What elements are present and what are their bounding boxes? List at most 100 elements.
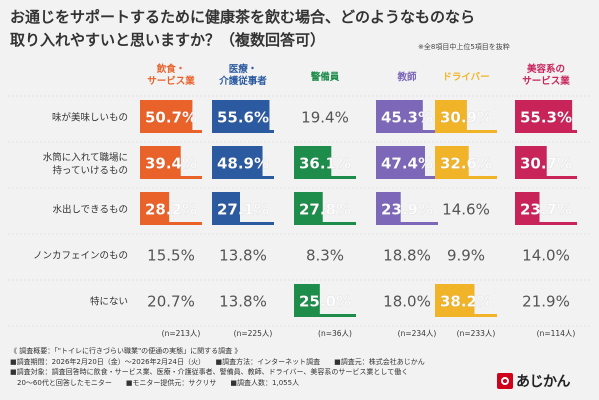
bar [212,146,263,179]
data-label: 55.3% [520,109,572,127]
company-logo: あじかん [497,370,571,392]
bar-baseline [376,176,438,179]
bar [294,192,323,225]
data-label: 14.0% [522,247,570,265]
data-label: 47.4% [381,155,433,173]
group-header-label: 介護従事者 [218,75,267,87]
bar [212,100,270,133]
bar [294,284,320,317]
group-header-label: 警備員 [311,71,340,83]
bar [140,192,170,225]
group-header-label: サービス業 [522,75,570,87]
bar [515,100,573,133]
data-label: 8.3% [306,247,344,265]
data-label: 23.9% [381,201,433,219]
bar-baseline [212,130,274,133]
group-header-label: 教師 [396,71,417,83]
bar [515,192,540,225]
data-label: 50.7% [145,109,197,127]
bar-baseline [140,222,202,225]
data-label: 15.5% [147,247,195,265]
bar-baseline [140,130,202,133]
survey-footer: 《 調査概要：「"トイレに行きづらい職業"の便通の実態」に関する調査 》 ■調査… [10,346,480,388]
data-label: 19.4% [301,109,349,127]
bar [376,100,423,133]
data-label: 30.9% [440,109,492,127]
group-header-label: ドライバー [442,71,489,83]
bar-baseline [212,176,274,179]
row-label: 味が美味しいもの [52,112,128,124]
footer-line-3: ■調査対象：調査回答時に飲食・サービス業、医療・介護従事者、警備員、教師、ドライ… [10,368,409,376]
group-header-label: サービス業 [147,75,195,87]
row-label: ノンカフェインのもの [33,251,128,262]
data-label: 18.8% [383,247,431,265]
data-label: 27.1% [217,201,269,219]
bar [435,100,467,133]
group-header-label: 美容系の [526,63,565,75]
bar-baseline [376,130,438,133]
data-label: 30.7% [520,155,572,173]
data-label: 25.0% [299,293,351,311]
logo-text: あじかん [516,374,571,390]
bar-baseline [515,222,577,225]
sample-size-label: (n=234人) [398,329,437,338]
bar [376,192,401,225]
bar [140,100,193,133]
row-label: 特にない [90,296,128,308]
bar [435,146,469,179]
data-label: 48.9% [217,155,269,173]
chart-title: お通じをサポートするために健康茶を飲む場合、どのようなものなら 取り入れやすいと… [10,6,590,52]
sample-size-label: (n=114人) [537,329,576,338]
group-header-label: 飲食・ [156,63,186,75]
data-label: 20.7% [147,293,195,311]
data-label: 27.8% [299,201,351,219]
data-label: 18.0% [383,293,431,311]
data-label: 36.1% [299,155,351,173]
row-label: 持っていけるもの [52,165,128,177]
chart-title-line-2: 取り入れやすいと思いますか？（複数回答可） [10,31,326,49]
bar [140,146,181,179]
sample-size-label: (n=233人) [457,329,496,338]
footer-line-1: 《 調査概要：「"トイレに行きづらい職業"の便通の実態」に関する調査 》 [10,347,242,355]
logo-mark-icon [497,373,513,389]
bar-baseline [140,176,202,179]
bar-baseline [515,176,577,179]
data-label: 55.6% [217,109,269,127]
data-label: 23.7% [520,201,572,219]
bar [435,284,475,317]
sample-size-label: (n=213人) [162,329,201,338]
group-header-label: 医療・ [229,63,258,75]
bar-baseline [294,314,356,317]
data-label: 32.6% [440,155,492,173]
bar-baseline [376,222,438,225]
bar-baseline [435,130,497,133]
data-label: 28.2% [145,201,197,219]
bar [294,146,332,179]
bar-baseline [515,130,577,133]
data-label: 13.8% [219,293,267,311]
chart-title-line-1: お通じをサポートするために健康茶を飲む場合、どのようなものなら [10,8,476,26]
bar-baseline [294,176,356,179]
bar [212,192,241,225]
data-label: 21.9% [522,293,570,311]
bar-baseline [294,222,356,225]
data-label: 45.3% [381,109,433,127]
footer-line-2: ■調査期間：2026年2月20日（金）〜2026年2月24日（火） ■調査方法：… [10,357,425,366]
bar-baseline [435,314,497,317]
bar-baseline [212,222,274,225]
sample-size-label: (n=225人) [234,329,273,338]
data-label: 14.6% [442,201,490,219]
data-label: 38.2% [440,293,492,311]
bar-baseline [435,176,497,179]
data-label: 13.8% [219,247,267,265]
row-label: 水筒に入れて職場に [43,152,128,164]
excerpt-note: ※全8項目中上位5項目を抜粋 [418,43,510,51]
data-label: 9.9% [447,247,485,265]
bar [376,146,425,179]
sample-size-label: (n=36人) [318,329,352,338]
row-label: 水出しできるもの [52,204,128,216]
data-label: 39.4% [145,155,197,173]
footer-line-4: 20〜60代と回答したモニター ■モニター提供元：サクリサ ■調査人数：1,05… [10,378,300,387]
bar [515,146,547,179]
